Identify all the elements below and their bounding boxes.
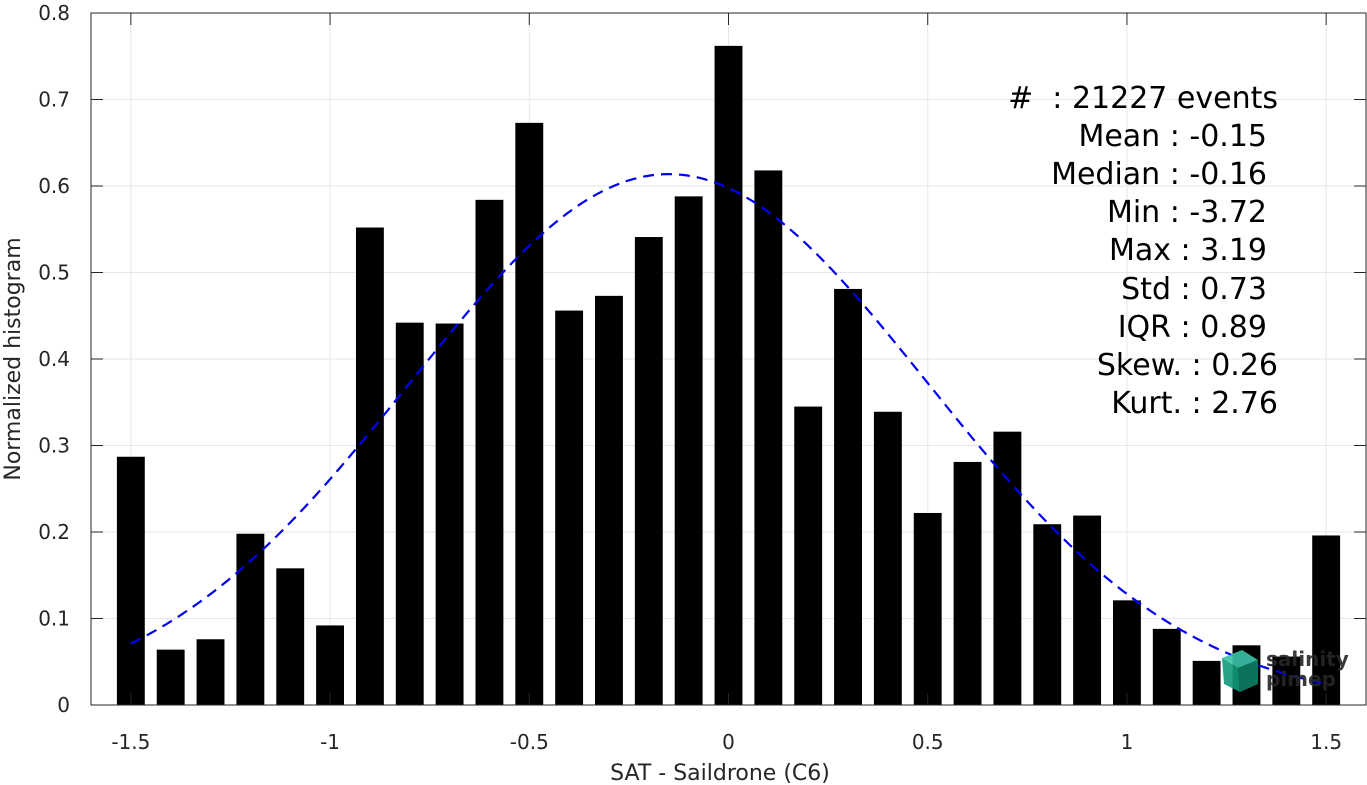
- x-tick-label: 1.5: [1310, 730, 1342, 754]
- histogram-bar: [873, 411, 902, 705]
- x-tick-label: 0.5: [912, 730, 944, 754]
- histogram-bar: [834, 288, 862, 705]
- histogram-bar: [156, 649, 185, 705]
- stat-max: Max : 3.19: [1109, 233, 1267, 268]
- y-tick-label: 0.6: [38, 174, 70, 198]
- x-tick-label: -0.5: [510, 730, 549, 754]
- x-tick-label: -1: [320, 730, 340, 754]
- histogram-bar: [953, 461, 982, 705]
- stat-skew: Skew. : 0.26: [1097, 348, 1278, 383]
- y-tick-label: 0.3: [38, 434, 70, 458]
- stat-std: Std : 0.73: [1121, 272, 1267, 307]
- histogram-bar: [913, 512, 942, 705]
- histogram-bar: [196, 639, 225, 705]
- histogram-bar: [395, 322, 424, 705]
- normal-fit-curve: [130, 172, 1327, 685]
- histogram-bar: [316, 625, 345, 705]
- histogram-bar: [116, 456, 145, 705]
- y-tick-label: 0.7: [38, 88, 70, 112]
- histogram-bar: [555, 310, 584, 705]
- histogram-bar: [1312, 535, 1341, 705]
- stat-iqr: IQR : 0.89: [1118, 310, 1267, 345]
- histogram-bar: [595, 295, 623, 705]
- histogram-bar: [1272, 656, 1301, 705]
- histogram-bar: [714, 45, 743, 706]
- histogram-bar: [1192, 660, 1221, 705]
- y-tick-label: 0.2: [38, 520, 70, 544]
- histogram-bar: [475, 199, 504, 705]
- statistics-annotation: # : 21227 events Mean : -0.15 Median : -…: [1008, 81, 1278, 421]
- stat-min: Min : -3.72: [1107, 195, 1267, 230]
- y-tick-label: 0.5: [38, 261, 70, 285]
- histogram-bar: [754, 170, 783, 705]
- logo-line2: pimep: [1266, 667, 1336, 691]
- histogram-bar: [634, 237, 663, 705]
- stat-median: Median : -0.16: [1051, 157, 1267, 192]
- histogram-bar: [993, 431, 1022, 705]
- histogram-bar: [1033, 524, 1062, 705]
- histogram-bar: [276, 568, 305, 705]
- y-tick-label: 0.1: [38, 607, 70, 631]
- stat-kurt: Kurt. : 2.76: [1111, 386, 1278, 421]
- y-axis-title: Normalized histogram: [1, 237, 26, 480]
- axis-ticks: -1.5 -1 -0.5 0 0.5 1 1.5 0 0.1 0.2 0.3 0.4 0.5 0.6 0.7…: [38, 1, 1366, 754]
- y-tick-label: 0: [57, 693, 70, 717]
- logo-line1: salinity: [1266, 647, 1349, 671]
- cube-icon: [1222, 650, 1258, 692]
- x-tick-label: 0: [722, 730, 735, 754]
- histogram-bar: [236, 533, 265, 705]
- histogram-bar: [1073, 515, 1102, 705]
- salinity-pimep-logo: salinity pimep: [1222, 647, 1349, 692]
- y-tick-label: 0.4: [38, 347, 70, 371]
- stat-count: # : 21227 events: [1008, 81, 1278, 116]
- x-tick-label: 1: [1121, 730, 1134, 754]
- x-tick-label: -1.5: [111, 730, 150, 754]
- histogram-bar: [1112, 600, 1141, 705]
- histogram-bar: [515, 122, 544, 706]
- x-axis-title: SAT - Saildrone (C6): [610, 761, 830, 785]
- y-tick-label: 0.8: [38, 1, 70, 25]
- histogram-bar: [1152, 628, 1181, 705]
- histogram-bar: [794, 406, 823, 705]
- histogram-bar: [674, 196, 703, 705]
- histogram-bar: [355, 227, 384, 705]
- histogram-bar: [435, 323, 464, 705]
- histogram-bars: [116, 45, 1341, 706]
- stat-mean: Mean : -0.15: [1078, 119, 1267, 154]
